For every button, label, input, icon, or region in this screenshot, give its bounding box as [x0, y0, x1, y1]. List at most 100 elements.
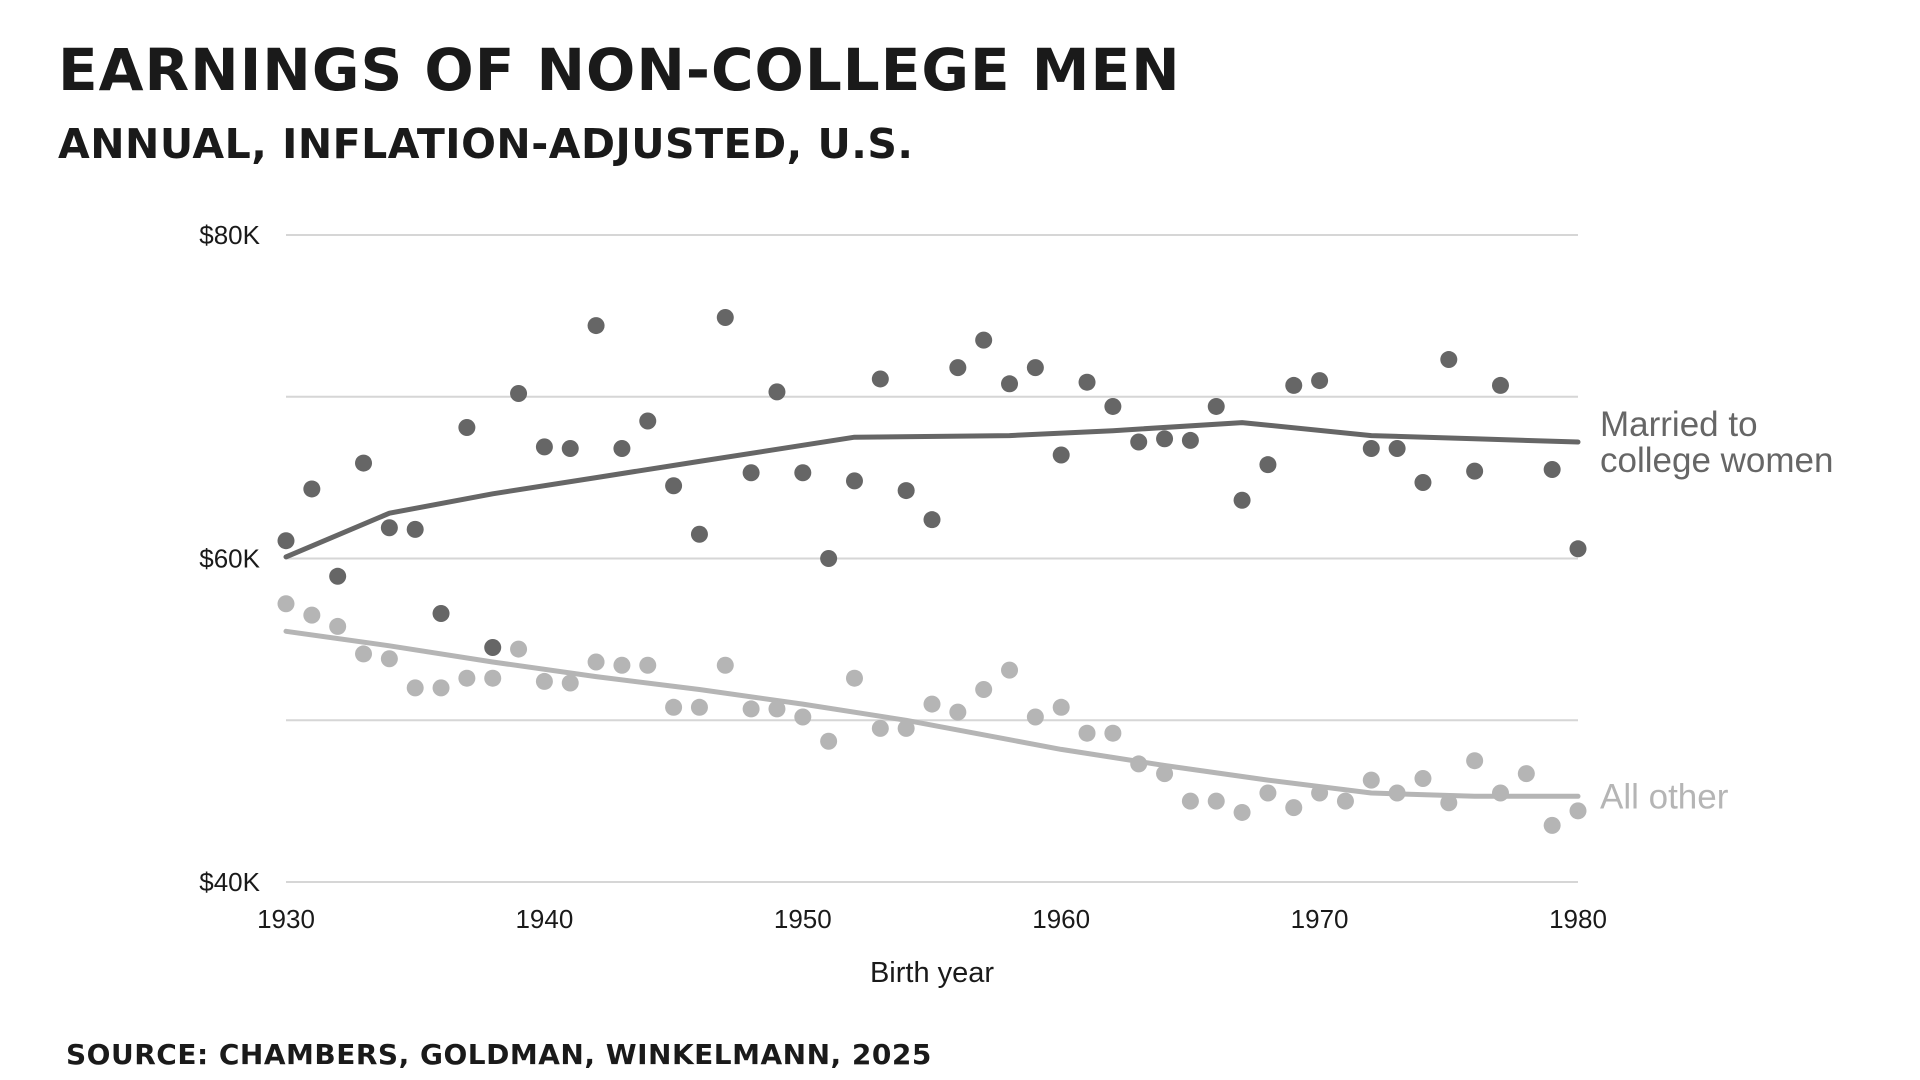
data-point-married: [484, 638, 502, 656]
data-point-married: [1233, 491, 1251, 509]
data-point-married: [923, 511, 941, 529]
data-point-other: [1336, 792, 1354, 810]
data-point-married: [1156, 430, 1174, 448]
data-point-married: [665, 477, 683, 495]
data-point-other: [690, 698, 708, 716]
data-point-other: [303, 606, 321, 624]
data-point-married: [1491, 376, 1509, 394]
data-point-married: [975, 331, 993, 349]
data-point-married: [871, 370, 889, 388]
chart-subtitle: ANNUAL, INFLATION-ADJUSTED, U.S.: [58, 120, 914, 168]
data-point-married: [277, 532, 295, 550]
data-point-other: [587, 653, 605, 671]
chart-title: EARNINGS OF NON-COLLEGE MEN: [58, 36, 1181, 104]
x-tick-label: 1940: [515, 904, 573, 934]
data-point-other: [794, 708, 812, 726]
data-point-other: [380, 650, 398, 668]
data-point-other: [1491, 784, 1509, 802]
data-point-other: [561, 674, 579, 692]
x-axis-label: Birth year: [870, 957, 994, 989]
trend-line-other: [283, 628, 1581, 799]
data-point-married: [1001, 375, 1019, 393]
data-point-married: [432, 604, 450, 622]
y-tick-label: $40K: [199, 867, 260, 897]
data-point-other: [1207, 792, 1225, 810]
data-point-married: [1440, 351, 1458, 369]
data-point-married: [1181, 431, 1199, 449]
data-point-married: [1414, 473, 1432, 491]
data-point-married: [1078, 373, 1096, 391]
y-tick-label: $60K: [199, 544, 260, 574]
x-tick-label: 1970: [1291, 904, 1349, 934]
data-point-other: [535, 672, 553, 690]
x-tick-label: 1960: [1032, 904, 1090, 934]
data-point-other: [665, 698, 683, 716]
data-point-married: [1466, 462, 1484, 480]
data-point-married: [897, 482, 915, 500]
x-tick-label: 1980: [1549, 904, 1607, 934]
data-point-other: [406, 679, 424, 697]
data-point-other: [1001, 661, 1019, 679]
data-point-married: [613, 440, 631, 458]
data-point-other: [1414, 769, 1432, 787]
data-point-other: [742, 700, 760, 718]
data-point-other: [845, 669, 863, 687]
series-label-married: Married to: [1600, 405, 1758, 444]
data-point-other: [277, 595, 295, 613]
data-point-other: [1388, 784, 1406, 802]
data-point-other: [1285, 799, 1303, 817]
data-point-other: [510, 640, 528, 658]
data-point-married: [510, 385, 528, 403]
data-point-married: [639, 412, 657, 430]
data-point-married: [303, 480, 321, 498]
data-point-other: [949, 703, 967, 721]
x-tick-label: 1950: [774, 904, 832, 934]
x-tick-label: 1930: [257, 904, 315, 934]
data-point-other: [1517, 765, 1535, 783]
data-point-married: [949, 359, 967, 377]
data-point-other: [329, 617, 347, 635]
data-point-married: [690, 525, 708, 543]
data-point-other: [1259, 784, 1277, 802]
data-point-married: [1259, 456, 1277, 474]
data-point-married: [561, 440, 579, 458]
data-point-married: [1052, 446, 1070, 464]
data-point-other: [897, 719, 915, 737]
data-point-other: [484, 669, 502, 687]
data-points: [277, 308, 1587, 834]
data-point-married: [1543, 461, 1561, 479]
data-point-married: [1130, 433, 1148, 451]
data-point-other: [1440, 794, 1458, 812]
y-tick-label: $80K: [199, 220, 260, 250]
data-point-other: [1362, 771, 1380, 789]
data-point-married: [1362, 440, 1380, 458]
data-point-married: [587, 317, 605, 335]
data-point-married: [329, 567, 347, 585]
data-point-other: [1052, 698, 1070, 716]
data-point-other: [871, 719, 889, 737]
data-point-other: [1311, 784, 1329, 802]
data-point-married: [1569, 540, 1587, 558]
data-point-married: [1285, 376, 1303, 394]
data-point-other: [768, 700, 786, 718]
data-point-married: [1104, 397, 1122, 415]
data-point-married: [406, 520, 424, 538]
data-point-married: [355, 454, 373, 472]
data-point-married: [716, 308, 734, 326]
data-point-married: [768, 383, 786, 401]
data-point-other: [1181, 792, 1199, 810]
data-point-other: [639, 656, 657, 674]
data-point-other: [1104, 724, 1122, 742]
data-point-other: [458, 669, 476, 687]
data-point-married: [535, 438, 553, 456]
data-point-other: [1026, 708, 1044, 726]
data-point-other: [432, 679, 450, 697]
data-point-married: [1207, 397, 1225, 415]
data-point-married: [820, 550, 838, 567]
data-point-other: [613, 656, 631, 674]
data-point-married: [1311, 372, 1329, 390]
data-point-other: [1078, 724, 1096, 742]
y-axis-ticks: $40K $60K $80K: [199, 220, 260, 897]
